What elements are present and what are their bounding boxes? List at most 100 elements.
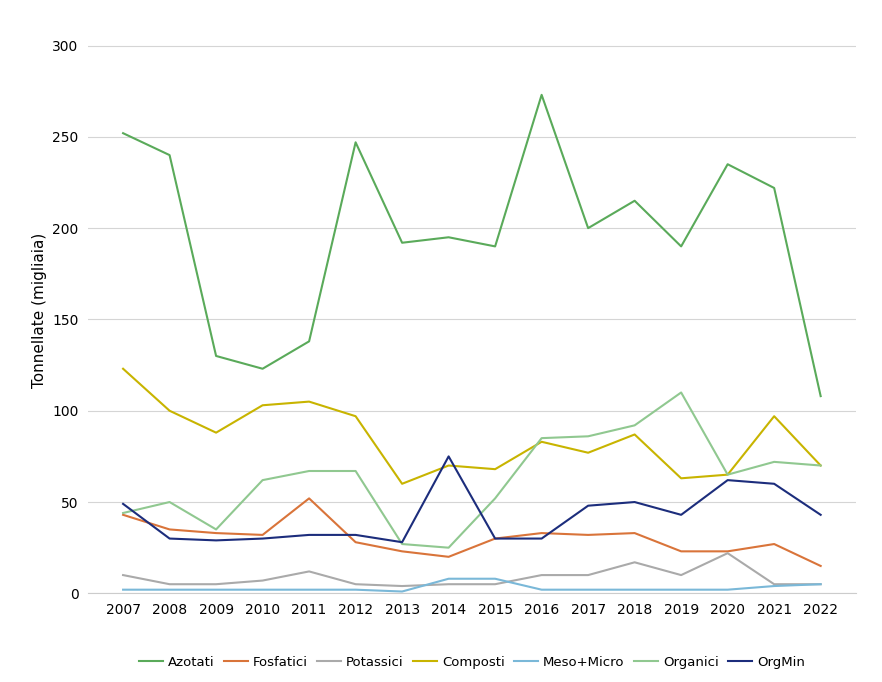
Organici xyxy=(536,434,547,442)
Potassici xyxy=(722,549,733,557)
Composti xyxy=(769,412,780,420)
OrgMin xyxy=(444,452,454,460)
Meso+Micro xyxy=(350,586,361,594)
OrgMin xyxy=(303,531,314,539)
Azotati xyxy=(536,91,547,99)
Line: Meso+Micro: Meso+Micro xyxy=(123,579,820,591)
Organici xyxy=(769,458,780,466)
Organici xyxy=(211,525,221,533)
Line: Azotati: Azotati xyxy=(123,95,820,396)
Fosfatici xyxy=(815,562,826,570)
Azotati xyxy=(676,242,686,250)
Fosfatici xyxy=(630,529,640,537)
Potassici xyxy=(258,576,268,584)
Fosfatici xyxy=(258,531,268,539)
Fosfatici xyxy=(397,547,407,555)
OrgMin xyxy=(722,476,733,484)
Azotati xyxy=(118,129,129,137)
Line: Potassici: Potassici xyxy=(123,553,820,586)
Composti xyxy=(722,471,733,479)
Azotati xyxy=(211,352,221,360)
Azotati xyxy=(350,138,361,147)
Meso+Micro xyxy=(583,586,594,594)
Organici xyxy=(490,494,500,503)
Organici xyxy=(258,476,268,484)
Composti xyxy=(630,430,640,439)
Composti xyxy=(676,474,686,482)
Potassici xyxy=(536,571,547,579)
Potassici xyxy=(769,580,780,589)
Azotati xyxy=(583,224,594,233)
Meso+Micro xyxy=(722,586,733,594)
Fosfatici xyxy=(490,535,500,543)
OrgMin xyxy=(350,531,361,539)
Azotati xyxy=(769,184,780,192)
Composti xyxy=(350,412,361,420)
Meso+Micro xyxy=(211,586,221,594)
Organici xyxy=(397,540,407,548)
Meso+Micro xyxy=(258,586,268,594)
Composti xyxy=(536,438,547,446)
OrgMin xyxy=(769,479,780,488)
Fosfatici xyxy=(536,529,547,537)
Organici xyxy=(583,432,594,441)
Meso+Micro xyxy=(397,587,407,595)
Potassici xyxy=(397,582,407,590)
Organici xyxy=(350,467,361,475)
Organici xyxy=(303,467,314,475)
Meso+Micro xyxy=(164,586,175,594)
Legend: Azotati, Fosfatici, Potassici, Composti, Meso+Micro, Organici, OrgMin: Azotati, Fosfatici, Potassici, Composti,… xyxy=(134,651,810,674)
Composti xyxy=(397,479,407,488)
Azotati xyxy=(303,338,314,346)
OrgMin xyxy=(164,535,175,543)
Fosfatici xyxy=(350,538,361,546)
Organici xyxy=(676,388,686,396)
Azotati xyxy=(444,233,454,241)
Organici xyxy=(118,509,129,517)
Composti xyxy=(303,398,314,406)
Fosfatici xyxy=(118,511,129,519)
Azotati xyxy=(397,239,407,247)
Fosfatici xyxy=(676,547,686,555)
Potassici xyxy=(164,580,175,589)
Line: OrgMin: OrgMin xyxy=(123,456,820,542)
Composti xyxy=(490,465,500,473)
Potassici xyxy=(118,571,129,579)
OrgMin xyxy=(536,535,547,543)
Meso+Micro xyxy=(303,586,314,594)
OrgMin xyxy=(490,535,500,543)
Fosfatici xyxy=(444,552,454,561)
Potassici xyxy=(211,580,221,589)
Line: Organici: Organici xyxy=(123,392,820,548)
Line: Fosfatici: Fosfatici xyxy=(123,499,820,566)
Y-axis label: Tonnellate (migliaia): Tonnellate (migliaia) xyxy=(32,233,47,388)
Azotati xyxy=(164,151,175,159)
Meso+Micro xyxy=(444,575,454,583)
Azotati xyxy=(815,392,826,400)
OrgMin xyxy=(211,536,221,544)
Fosfatici xyxy=(722,547,733,555)
Composti xyxy=(583,449,594,457)
Azotati xyxy=(630,196,640,205)
Potassici xyxy=(350,580,361,589)
OrgMin xyxy=(815,511,826,519)
Fosfatici xyxy=(769,540,780,548)
Meso+Micro xyxy=(769,582,780,590)
OrgMin xyxy=(583,501,594,509)
OrgMin xyxy=(676,511,686,519)
Potassici xyxy=(815,580,826,589)
Composti xyxy=(444,462,454,470)
Potassici xyxy=(630,558,640,566)
OrgMin xyxy=(630,498,640,506)
Meso+Micro xyxy=(815,580,826,589)
Organici xyxy=(722,471,733,479)
Potassici xyxy=(490,580,500,589)
Meso+Micro xyxy=(630,586,640,594)
Composti xyxy=(211,428,221,436)
Organici xyxy=(164,498,175,506)
Composti xyxy=(164,406,175,415)
Fosfatici xyxy=(303,494,314,503)
OrgMin xyxy=(258,535,268,543)
Fosfatici xyxy=(211,529,221,537)
Meso+Micro xyxy=(490,575,500,583)
